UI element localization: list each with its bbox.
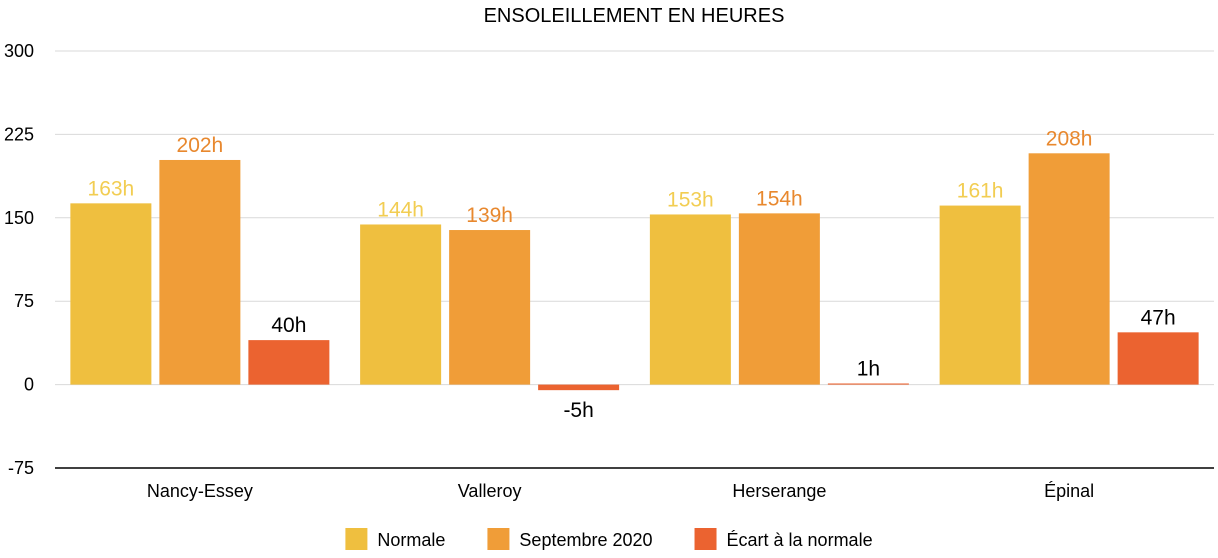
data-label: 47h bbox=[1141, 306, 1176, 329]
data-label: 139h bbox=[466, 204, 513, 227]
x-tick-label: Épinal bbox=[1044, 481, 1094, 501]
bars bbox=[70, 153, 1199, 391]
y-tick-label: -75 bbox=[8, 458, 34, 478]
data-label: 153h bbox=[667, 188, 714, 211]
x-tick-label: Nancy-Essey bbox=[147, 481, 253, 501]
bar-1-3 bbox=[649, 214, 731, 385]
data-labels: 163h 202h 40h 144h 139h -5h 153h 154h 1h 161h 208h… bbox=[88, 127, 1176, 422]
y-tick-label: 150 bbox=[4, 208, 34, 228]
legend-swatch bbox=[694, 528, 717, 550]
bar-3-4 bbox=[1117, 332, 1199, 385]
bar-1-2 bbox=[360, 224, 442, 385]
data-label: 208h bbox=[1046, 127, 1093, 150]
bar-2-3 bbox=[738, 213, 820, 385]
x-tick-label: Herserange bbox=[732, 481, 826, 501]
y-tick-label: 75 bbox=[14, 291, 34, 311]
y-axis: -75 0 75 150 225 300 bbox=[4, 41, 34, 478]
data-label: 40h bbox=[271, 314, 306, 337]
data-label: 202h bbox=[177, 134, 224, 157]
bar-3-2 bbox=[538, 384, 620, 391]
x-tick-label: Valleroy bbox=[458, 481, 522, 501]
x-axis: Nancy-Essey Valleroy Herserange Épinal bbox=[147, 481, 1094, 501]
data-label: 163h bbox=[88, 177, 135, 200]
legend-item: Normale bbox=[345, 528, 445, 550]
bar-2-1 bbox=[159, 159, 241, 385]
y-tick-label: 0 bbox=[24, 375, 34, 395]
legend-label: Normale bbox=[377, 530, 445, 550]
bar-1-4 bbox=[939, 205, 1021, 385]
data-label: 144h bbox=[377, 198, 424, 221]
legend-label: Septembre 2020 bbox=[519, 530, 652, 550]
data-label: -5h bbox=[563, 399, 593, 422]
legend-swatch bbox=[487, 528, 510, 550]
bar-3-1 bbox=[248, 340, 330, 385]
y-tick-label: 300 bbox=[4, 41, 34, 61]
gridlines bbox=[55, 50, 1214, 469]
data-label: 161h bbox=[957, 180, 1004, 203]
data-label: 1h bbox=[857, 357, 880, 380]
chart-title: ENSOLEILLEMENT EN HEURES bbox=[484, 5, 785, 27]
bar-1-1 bbox=[70, 203, 152, 385]
legend-label: Écart à la normale bbox=[727, 530, 873, 550]
legend-swatch bbox=[345, 528, 368, 550]
bar-2-4 bbox=[1028, 153, 1110, 385]
legend: Normale Septembre 2020 Écart à la normale bbox=[345, 528, 873, 550]
data-label: 154h bbox=[756, 187, 803, 210]
legend-item: Écart à la normale bbox=[694, 528, 873, 550]
bar-3-3 bbox=[827, 383, 909, 385]
bar-2-2 bbox=[449, 230, 531, 385]
legend-item: Septembre 2020 bbox=[487, 528, 653, 550]
y-tick-label: 225 bbox=[4, 124, 34, 144]
